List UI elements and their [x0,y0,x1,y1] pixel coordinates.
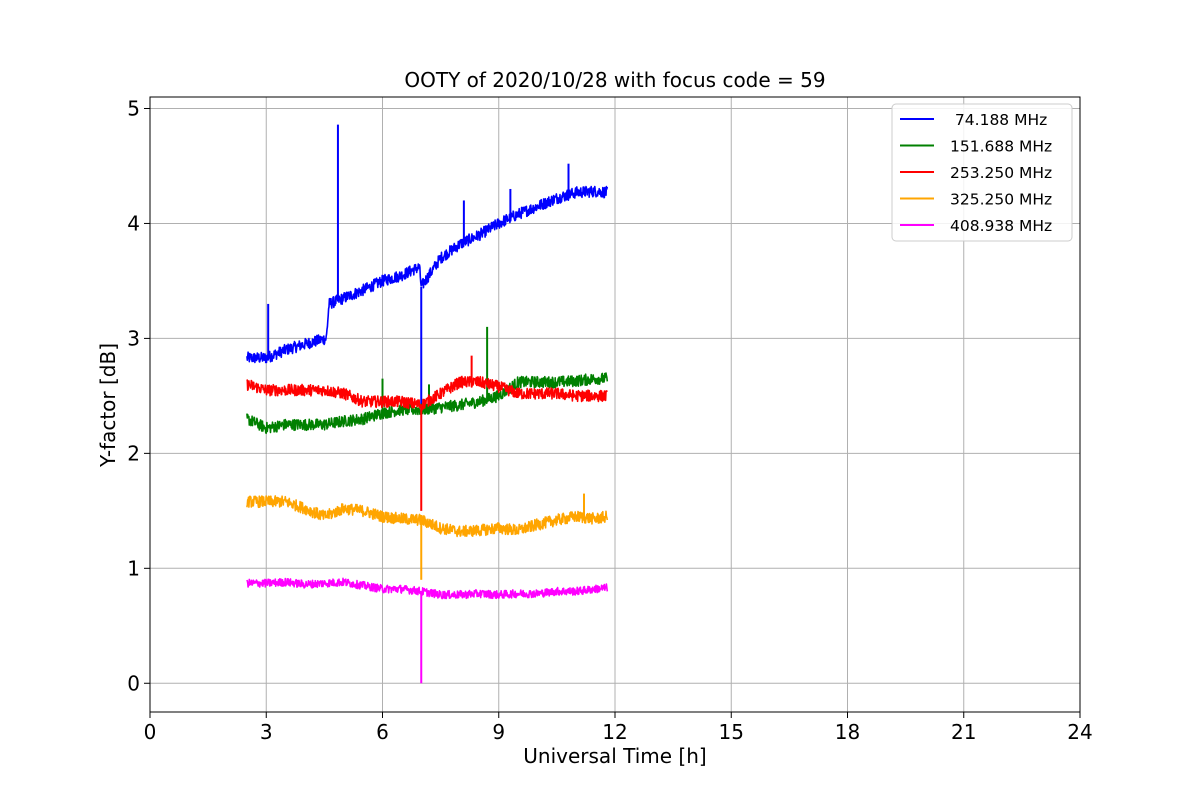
x-tick-label: 3 [260,720,273,744]
legend-label: 151.688 MHz [950,138,1052,156]
y-tick-label: 5 [127,96,140,120]
x-tick-label: 15 [719,720,744,744]
y-tick-label: 2 [127,441,140,465]
series-line-4 [246,577,609,600]
legend-label: 74.188 MHz [950,111,1047,129]
y-tick-label: 0 [127,671,140,695]
chart-title: OOTY of 2020/10/28 with focus code = 59 [404,68,826,92]
legend-label: 253.250 MHz [950,164,1052,182]
x-tick-label: 24 [1067,720,1092,744]
x-tick-label: 6 [376,720,389,744]
x-axis-label: Universal Time [h] [523,744,707,768]
y-tick-label: 4 [127,211,140,235]
x-tick-label: 21 [951,720,976,744]
x-tick-label: 0 [144,720,157,744]
y-tick-label: 1 [127,556,140,580]
x-tick-label: 18 [835,720,860,744]
x-tick-label: 12 [602,720,627,744]
legend-box [891,103,1073,242]
series-line-1 [246,372,609,435]
series-line-2 [246,375,608,411]
y-tick-label: 3 [127,326,140,350]
series-line-3 [246,495,609,538]
legend-label: 325.250 MHz [950,191,1052,209]
legend-label: 408.938 MHz [950,217,1052,235]
series-line-0 [246,185,609,364]
x-tick-label: 9 [492,720,505,744]
